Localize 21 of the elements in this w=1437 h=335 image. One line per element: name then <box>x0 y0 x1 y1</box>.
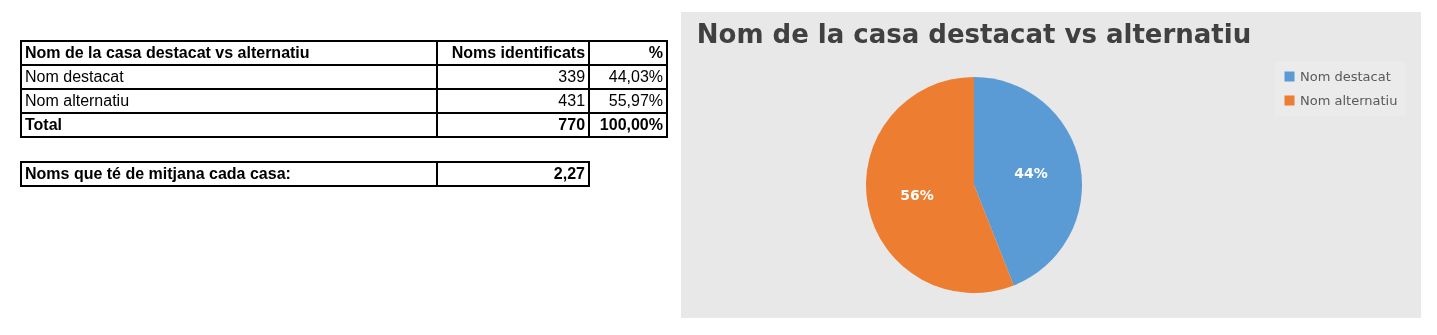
text: 100,00% <box>589 113 667 137</box>
text: 770 <box>437 113 590 137</box>
pie-slice <box>974 77 1082 286</box>
text: 55,97% <box>589 89 667 113</box>
text: Total <box>21 113 438 137</box>
text: 339 <box>437 65 590 89</box>
text: 44,03% <box>589 65 667 89</box>
legend-label: Nom destacat <box>1300 68 1391 84</box>
text: % <box>589 41 667 65</box>
text: Noms que té de mitjana cada casa: <box>21 162 438 186</box>
text: Nom de la casa destacat vs alternatiu <box>21 41 438 65</box>
text: 2,27 <box>437 162 589 186</box>
text: 431 <box>437 89 590 113</box>
data-label: 56% <box>900 186 934 203</box>
data-label: 44% <box>1014 165 1048 182</box>
text: Noms identificats <box>437 41 590 65</box>
text: Nom alternatiu <box>21 89 438 113</box>
pie-slice <box>866 77 1014 293</box>
chart-title: Nom de la casa destacat vs alternatiu <box>696 19 1252 49</box>
text: Nom destacat <box>21 65 438 89</box>
legend-label: Nom alternatiu <box>1300 92 1398 108</box>
